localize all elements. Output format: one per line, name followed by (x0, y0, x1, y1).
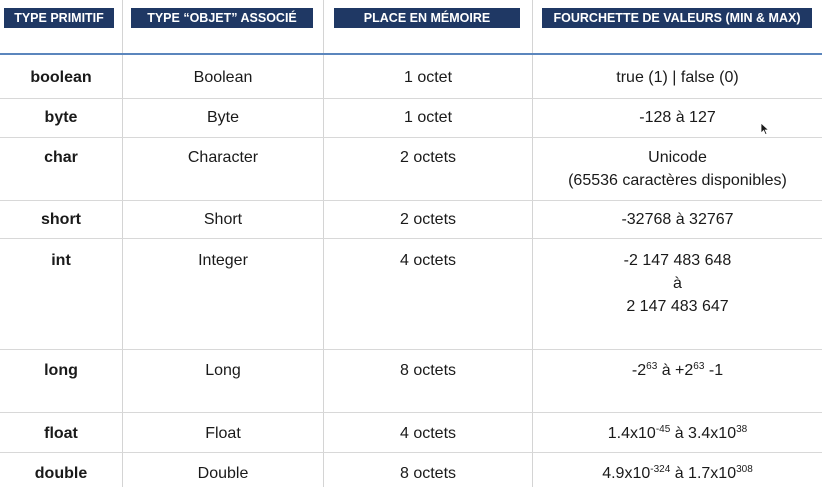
cell-value-range: 1.4x10-45 à 3.4x1038 (533, 422, 822, 445)
cell-value-range: -2 147 483 648 à 2 147 483 647 (533, 249, 822, 318)
range-line: true (1) | false (0) (616, 69, 739, 86)
header-value-range: FOURCHETTE DE VALEURS (MIN & MAX) (542, 8, 812, 28)
cell-object-type: Float (205, 425, 241, 442)
range-exponent: 308 (736, 464, 753, 475)
cell-object-type: Short (203, 211, 243, 228)
range-line: -128 à 127 (639, 109, 716, 126)
cell-object-type: Integer (198, 252, 248, 269)
column-divider (532, 0, 533, 487)
cell-memory-size: 1 octet (403, 109, 453, 126)
cell-primitive-type: double (34, 465, 88, 482)
row-divider (0, 349, 822, 350)
cell-primitive-type: short (41, 211, 81, 228)
cell-primitive-type: int (51, 252, 71, 269)
row-divider (0, 238, 822, 239)
range-base: 1.4x10 (607, 425, 656, 442)
range-line: -2 147 483 648 (623, 252, 732, 269)
row-divider (0, 98, 822, 99)
header-rule (0, 53, 822, 55)
range-base: à 3.4x10 (670, 425, 737, 442)
cell-memory-size: 4 octets (399, 252, 457, 269)
cell-primitive-type: long (44, 362, 78, 379)
range-base: à 1.7x10 (670, 465, 737, 482)
cell-memory-size: 8 octets (399, 362, 457, 379)
row-divider (0, 137, 822, 138)
range-line: -32768 à 32767 (621, 211, 734, 228)
cell-object-type: Boolean (193, 69, 253, 86)
range-exponent: 63 (693, 361, 705, 372)
cell-value-range: -32768 à 32767 (533, 208, 822, 231)
row-divider (0, 200, 822, 201)
cell-object-type: Character (187, 149, 259, 166)
range-exponent: 63 (646, 361, 658, 372)
range-line: 2 147 483 647 (626, 298, 729, 315)
cell-object-type: Byte (206, 109, 239, 126)
range-line: (65536 caractères disponibles) (568, 172, 787, 189)
header-object-type: TYPE “OBJET” ASSOCIÉ (131, 8, 313, 28)
row-divider (0, 412, 822, 413)
cell-memory-size: 1 octet (403, 69, 453, 86)
range-base: -2 (631, 362, 647, 379)
cell-value-range: Unicode (65536 caractères disponibles) (533, 146, 822, 192)
column-divider (323, 0, 324, 487)
range-base: à +2 (657, 362, 694, 379)
cell-primitive-type: char (44, 149, 78, 166)
cell-primitive-type: float (44, 425, 78, 442)
cell-primitive-type: byte (44, 109, 78, 126)
cell-object-type: Long (205, 362, 241, 379)
cell-value-range: 4.9x10-324 à 1.7x10308 (533, 462, 822, 485)
cell-value-range: -128 à 127 (533, 106, 822, 129)
range-base: 4.9x10 (602, 465, 651, 482)
range-base: -1 (704, 362, 724, 379)
mouse-pointer-icon (760, 122, 770, 136)
range-exponent: 38 (736, 424, 748, 435)
cell-memory-size: 4 octets (399, 425, 457, 442)
cell-memory-size: 2 octets (399, 211, 457, 228)
cell-primitive-type: boolean (30, 69, 92, 86)
column-divider (122, 0, 123, 487)
range-exponent: -45 (655, 424, 671, 435)
cell-object-type: Double (197, 465, 249, 482)
cell-value-range: -263 à +263 -1 (533, 359, 822, 382)
range-line: Unicode (648, 149, 707, 166)
range-line: à (673, 275, 682, 292)
cell-value-range: true (1) | false (0) (533, 66, 822, 89)
header-memory-size: PLACE EN MÉMOIRE (334, 8, 520, 28)
cell-memory-size: 2 octets (399, 149, 457, 166)
cell-memory-size: 8 octets (399, 465, 457, 482)
range-exponent: -324 (650, 464, 671, 475)
row-divider (0, 452, 822, 453)
header-primitive-type: TYPE PRIMITIF (4, 8, 114, 28)
